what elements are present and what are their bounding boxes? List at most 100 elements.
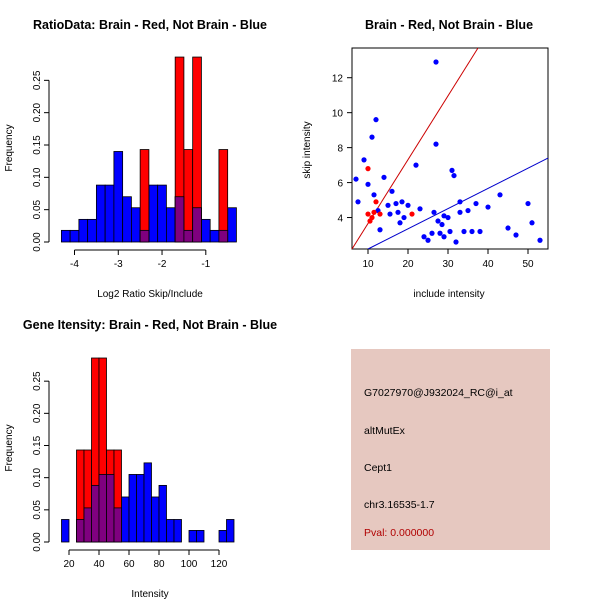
x-tick-label: -4 (70, 259, 79, 270)
intensity-histogram-title: Gene Itensity: Brain - Red, Not Brain - … (23, 318, 277, 332)
ratio-histogram-axes: -4 -3 -2 -1 0.00 0.05 0.10 0.15 0.20 0.25 (32, 70, 211, 270)
brain-bar (183, 149, 194, 243)
not-brain-point (397, 220, 403, 226)
y-tick-label: 12 (332, 74, 344, 85)
y-tick-label: 6 (337, 179, 343, 190)
not-brain-point (525, 200, 531, 207)
ratio-histogram-ylabel: Frequency (4, 124, 15, 171)
scatter-plot-frame (351, 47, 549, 250)
brain-point (365, 211, 371, 217)
not-brain-point (477, 228, 483, 235)
y-tick-label: 0.15 (32, 135, 43, 155)
brain-point (369, 214, 375, 221)
not-brain-point (385, 202, 391, 208)
overlap-bar (83, 507, 92, 543)
not-brain-bar (69, 229, 80, 243)
not-brain-bar (151, 496, 160, 543)
not-brain-point (529, 220, 535, 226)
not-brain-bar (226, 519, 235, 543)
not-brain-point (373, 117, 379, 123)
x-tick-label: -1 (201, 259, 210, 270)
not-brain-point (451, 172, 457, 179)
y-tick-label: 4 (337, 214, 343, 225)
not-brain-bar (60, 229, 71, 243)
not-brain-point (453, 239, 459, 245)
not-brain-point (485, 204, 491, 210)
brain-bar (218, 149, 229, 243)
x-tick-label: 50 (522, 259, 534, 270)
y-tick-label: 0.25 (32, 371, 43, 391)
not-brain-point (465, 207, 471, 214)
not-brain-bar (173, 519, 182, 543)
overlap-bar (76, 519, 85, 543)
gene-name-text: Cept1 (364, 462, 392, 474)
not-brain-bar (122, 196, 132, 243)
intensity-scatter: Brain - Red, Not Brain - Blue 10 20 30 40 50… (302, 18, 549, 300)
not-brain-point (413, 162, 419, 168)
brain-bar (139, 149, 150, 243)
y-tick-label: 0.25 (32, 70, 43, 90)
intensity-histogram: Gene Itensity: Brain - Red, Not Brain - … (4, 318, 277, 600)
not-brain-point (469, 228, 475, 235)
intensity-histogram-xlabel: Intensity (131, 589, 168, 600)
not-brain-point (439, 221, 445, 228)
not-brain-point (369, 134, 375, 140)
info-panel: G7027970@J932024_RC@i_at altMutEx Cept1 … (351, 349, 550, 550)
overlap-bar (113, 507, 122, 543)
y-tick-label: 0.20 (32, 403, 43, 423)
brain-point (409, 211, 415, 217)
not-brain-bar (95, 184, 106, 243)
intensity-histogram-ylabel: Frequency (4, 424, 15, 471)
scatter-axes: 10 20 30 40 50 4 6 8 10 12 (332, 74, 534, 270)
scatter-ylabel: skip intensity (302, 121, 313, 178)
y-tick-label: 10 (332, 109, 344, 120)
overlap-bar (139, 229, 150, 243)
not-brain-point (457, 199, 463, 205)
event-type-text: altMutEx (364, 425, 406, 437)
x-tick-label: 40 (482, 259, 494, 270)
x-tick-label: -3 (114, 259, 123, 270)
not-brain-bar (113, 151, 124, 243)
y-tick-label: 0.05 (32, 199, 43, 219)
not-brain-point (437, 230, 443, 236)
x-tick-label: 60 (123, 559, 135, 570)
not-brain-point (441, 234, 447, 240)
not-brain-bar (148, 184, 159, 243)
not-brain-point (537, 237, 543, 243)
not-brain-point (353, 176, 359, 182)
not-brain-point (365, 181, 371, 187)
ratio-histogram-title: RatioData: Brain - Red, Not Brain - Blue (33, 18, 267, 32)
overlap-bar (192, 207, 202, 243)
not-brain-point (505, 225, 511, 231)
not-brain-point (417, 206, 423, 212)
brain-point (377, 211, 383, 217)
y-tick-label: 0.00 (32, 532, 43, 552)
x-tick-label: 100 (181, 559, 198, 570)
not-brain-point (389, 188, 395, 194)
not-brain-bar (136, 474, 145, 543)
scatter-title: Brain - Red, Not Brain - Blue (365, 18, 533, 32)
not-brain-point (381, 174, 387, 180)
probe-id-text: G7027970@J932024_RC@i_at (364, 387, 513, 399)
not-brain-bar (128, 474, 137, 543)
scatter-xlabel: include intensity (413, 289, 484, 300)
x-tick-label: 20 (63, 559, 75, 570)
not-brain-point (513, 232, 519, 238)
overlap-bar (98, 474, 107, 543)
not-brain-point (387, 211, 393, 217)
not-brain-bar (61, 519, 70, 543)
not-brain-point (445, 214, 451, 221)
not-brain-bar (87, 218, 97, 243)
not-brain-point (421, 234, 427, 240)
y-tick-label: 0.20 (32, 102, 43, 122)
brain-point (373, 199, 379, 205)
brain-point (371, 209, 377, 215)
not-brain-bar (188, 530, 197, 543)
x-tick-label: 80 (153, 559, 165, 570)
x-tick-label: 20 (402, 259, 414, 270)
not-brain-bar (196, 530, 205, 543)
not-brain-point (441, 213, 447, 219)
location-text: chr3.16535-1.7 (364, 499, 435, 511)
x-tick-label: 120 (211, 559, 228, 570)
not-brain-bar (143, 462, 152, 543)
